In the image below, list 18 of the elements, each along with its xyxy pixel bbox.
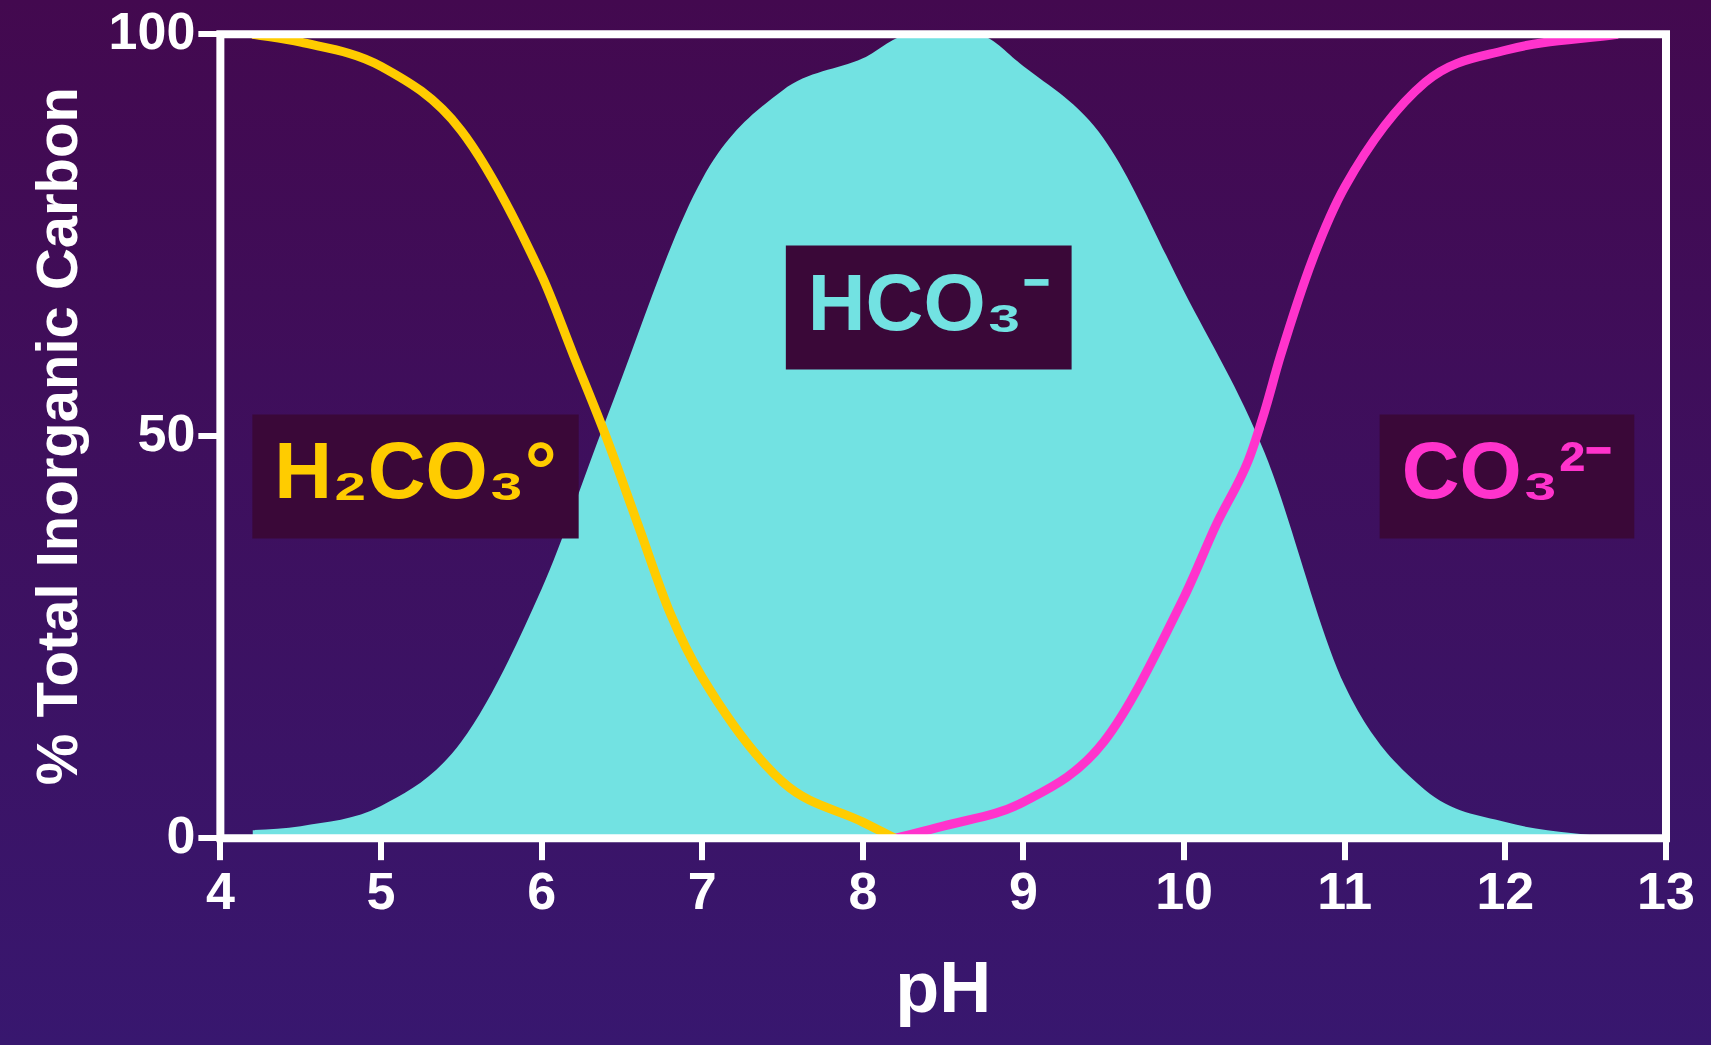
y-axis-title: % Total Inorganic Carbon — [23, 87, 89, 786]
x-axis-title: pH — [895, 946, 992, 1027]
series-label: HCO₃⁻ — [807, 257, 1050, 347]
series-label: H₂CO₃° — [274, 426, 557, 516]
series-label: CO₃²⁻ — [1401, 426, 1613, 516]
x-tick-label: 13 — [1637, 861, 1695, 920]
x-tick-label: 7 — [687, 861, 717, 920]
x-tick-label: 4 — [205, 861, 235, 920]
y-tick-label: 0 — [166, 805, 196, 864]
x-tick-label: 5 — [366, 861, 396, 920]
x-tick-label: 11 — [1317, 861, 1373, 920]
x-tick-label: 10 — [1155, 861, 1214, 920]
y-tick-label: 50 — [137, 403, 196, 462]
x-tick-label: 12 — [1476, 861, 1535, 920]
x-tick-label: 8 — [848, 861, 878, 920]
x-tick-label: 9 — [1009, 861, 1038, 920]
x-tick-label: 6 — [527, 861, 557, 920]
y-tick-label: 100 — [108, 1, 196, 60]
